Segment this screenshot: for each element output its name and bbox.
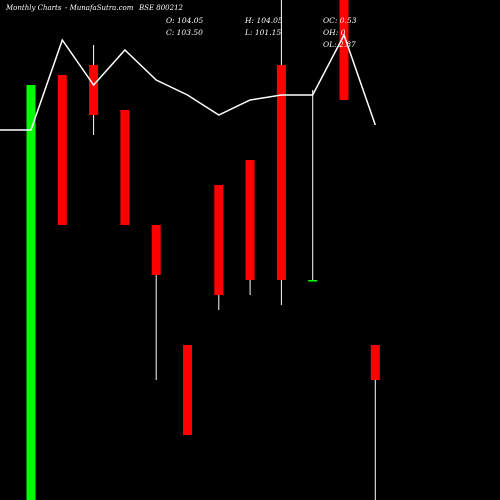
oc-value: OC: 0.53 <box>323 16 357 25</box>
candle-body-11 <box>339 0 349 100</box>
candle-body-8 <box>245 160 255 280</box>
symbol-label: BSE 800212 <box>139 4 183 12</box>
candle-body-7 <box>214 185 224 295</box>
candle-body-6 <box>183 345 192 435</box>
bodies-layer <box>26 0 380 500</box>
candle-body-5 <box>151 225 161 275</box>
low-value: L: 101.15 <box>245 28 282 37</box>
ol-value: OL: 2.87 <box>323 40 356 49</box>
high-value: H: 104.05 <box>245 16 283 25</box>
candle-body-10 <box>308 280 318 282</box>
overlay-line <box>0 33 377 131</box>
oh-value: OH: 0 <box>323 28 346 37</box>
candle-body-1 <box>26 85 36 500</box>
candle-body-4 <box>120 110 130 225</box>
close-value: C: 103.50 <box>166 28 203 37</box>
chart-title: Monthly Charts <box>6 4 62 12</box>
candle-body-2 <box>57 75 67 225</box>
candle-body-12 <box>370 345 380 380</box>
site-name: - MunafaSutra.com <box>65 4 134 12</box>
open-value: O: 104.05 <box>166 16 204 25</box>
candle-body-3 <box>89 65 99 115</box>
candle-body-9 <box>276 65 286 280</box>
